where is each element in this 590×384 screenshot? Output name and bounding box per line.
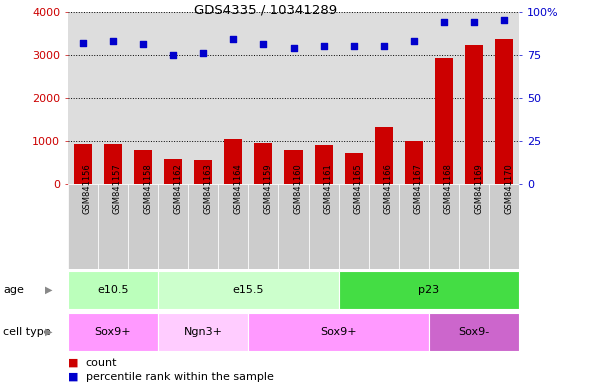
Bar [68,313,158,351]
Text: count: count [86,358,117,368]
Text: ■: ■ [68,358,78,368]
Bar [278,184,309,269]
Bar [489,184,519,269]
Text: e10.5: e10.5 [97,285,129,295]
Text: GSM841169: GSM841169 [474,163,483,214]
Text: Sox9+: Sox9+ [94,327,132,337]
Bar [369,184,399,269]
Point [409,38,419,44]
Text: GDS4335 / 10341289: GDS4335 / 10341289 [194,4,337,17]
Text: GSM841165: GSM841165 [354,163,363,214]
Bar [309,184,339,269]
Bar [224,139,242,184]
Point [228,36,238,42]
Point [258,41,268,47]
Point [289,45,298,51]
Text: ▶: ▶ [45,285,53,295]
Point [109,38,118,44]
Text: GSM841167: GSM841167 [414,163,423,214]
Bar [429,313,519,351]
Text: p23: p23 [418,285,440,295]
Text: GSM841161: GSM841161 [323,163,333,214]
Bar [429,184,459,269]
Bar [68,271,158,309]
Bar [284,150,303,184]
Point [470,19,479,25]
Point [169,51,178,58]
Text: GSM841156: GSM841156 [83,163,92,214]
Bar [459,184,489,269]
Text: GSM841163: GSM841163 [203,163,212,214]
Text: GSM841164: GSM841164 [233,163,242,214]
Bar [194,160,212,184]
Text: GSM841168: GSM841168 [444,163,453,214]
Bar [399,184,429,269]
Text: ▶: ▶ [45,327,53,337]
Bar [98,184,128,269]
Text: GSM841158: GSM841158 [143,163,152,214]
Bar [254,143,273,184]
Text: GSM841159: GSM841159 [263,163,273,214]
Text: GSM841160: GSM841160 [293,163,303,214]
Bar [465,45,483,184]
Text: GSM841157: GSM841157 [113,163,122,214]
Point [319,43,328,49]
Text: percentile rank within the sample: percentile rank within the sample [86,372,273,382]
Bar [218,184,248,269]
Bar [134,150,152,184]
Point [349,43,359,49]
Text: Ngn3+: Ngn3+ [183,327,223,337]
Point [138,41,148,47]
Point [78,40,88,46]
Point [499,17,509,23]
Text: GSM841166: GSM841166 [384,163,393,214]
Text: GSM841162: GSM841162 [173,163,182,214]
Bar [375,127,393,184]
Bar [345,153,363,184]
Bar [158,184,188,269]
Bar [164,159,182,184]
Bar [248,184,278,269]
Bar [68,184,98,269]
Bar [405,141,423,184]
Bar [128,184,158,269]
Bar [314,145,333,184]
Text: Sox9+: Sox9+ [320,327,357,337]
Point [439,19,449,25]
Text: e15.5: e15.5 [232,285,264,295]
Bar [435,58,453,184]
Bar [339,184,369,269]
Bar [248,313,429,351]
Bar [339,271,519,309]
Text: GSM841170: GSM841170 [504,163,513,214]
Text: Sox9-: Sox9- [458,327,490,337]
Text: ■: ■ [68,372,78,382]
Point [379,43,388,49]
Point [198,50,208,56]
Text: age: age [3,285,24,295]
Text: cell type: cell type [3,327,51,337]
Bar [188,184,218,269]
Bar [104,144,122,184]
Bar [158,271,339,309]
Bar [74,144,92,184]
Bar [158,313,248,351]
Bar [495,39,513,184]
